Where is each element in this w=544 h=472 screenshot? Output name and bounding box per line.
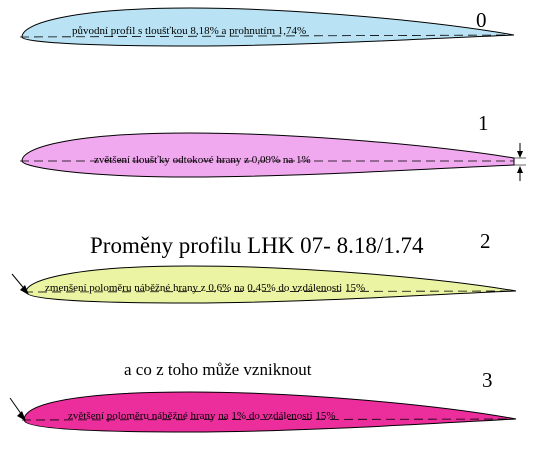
leading-edge-arrow-3: [9, 397, 26, 421]
profile-2: zmenšení poloměru náběžné hrany z 0,6% n…: [11, 265, 517, 304]
profile-3: zvětšení poloměru náběžné hrany na 1% do…: [9, 391, 517, 433]
profile-3-number: 3: [482, 368, 493, 392]
leading-edge-arrow-2: [11, 273, 29, 295]
profile-0-label: původní profil s tloušťkou 8,18% a prohn…: [72, 25, 306, 37]
diagram-subtitle: a co z toho může vzniknout: [124, 360, 312, 379]
profile-3-label: zvětšení poloměru náběžné hrany na 1% do…: [68, 410, 336, 422]
profile-1: zvětšení tloušťky odtokové hrany z 0,09%…: [20, 111, 526, 181]
profile-0-number: 0: [476, 8, 487, 32]
profile-2-label: zmenšení poloměru náběžné hrany z 0,6% n…: [45, 282, 365, 294]
profile-0: původní profil s tloušťkou 8,18% a prohn…: [19, 7, 515, 47]
profile-1-shape: [21, 132, 515, 178]
profile-0-chord: [19, 34, 515, 38]
trailing-edge-thickness-marker: [512, 143, 526, 181]
profile-2-number: 2: [480, 229, 491, 253]
profile-2-chord: [23, 290, 517, 293]
diagram-title: Proměny profilu LHK 07- 8.18/1.74: [90, 233, 424, 258]
profile-1-label: zvětšení tloušťky odtokové hrany z 0,09%…: [94, 154, 311, 166]
profile-3-chord: [21, 418, 517, 421]
profile-1-number: 1: [478, 111, 489, 135]
